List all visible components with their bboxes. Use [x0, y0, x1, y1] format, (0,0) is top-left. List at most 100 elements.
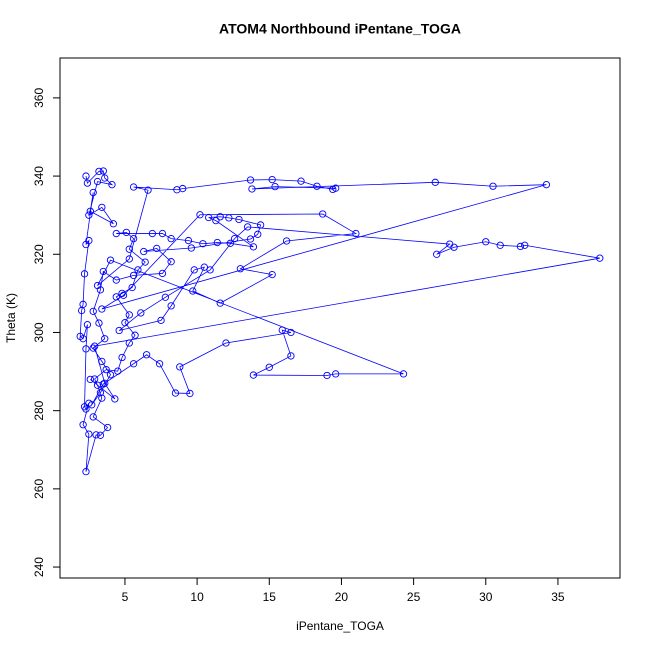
data-point [141, 258, 149, 266]
data-point [88, 401, 96, 409]
data-point [106, 371, 115, 379]
data-point [187, 244, 195, 252]
data-point [89, 188, 97, 197]
data-point [246, 235, 255, 243]
data-point [161, 293, 170, 301]
y-tick-label: 340 [32, 166, 46, 186]
data-point [323, 371, 331, 380]
y-tick-label: 260 [32, 479, 46, 499]
data-point [213, 238, 221, 247]
data-point [189, 287, 197, 295]
data-point [489, 182, 497, 190]
data-point [93, 177, 102, 186]
data-point [352, 229, 360, 238]
data-point [85, 430, 93, 438]
data-point [98, 203, 106, 212]
data-point [125, 255, 133, 263]
data-point [179, 184, 187, 193]
data-point [83, 320, 92, 329]
x-tick-label: 30 [479, 590, 493, 604]
x-tick-label: 10 [190, 590, 204, 604]
data-point [77, 306, 86, 315]
data-point [112, 276, 120, 284]
data-point [125, 245, 133, 253]
data-point [206, 266, 214, 274]
x-tick-label: 15 [263, 590, 277, 604]
data-point [200, 263, 208, 271]
data-point [125, 339, 133, 347]
data-point [222, 339, 230, 347]
data-point [99, 380, 107, 388]
data-point [134, 266, 142, 274]
data-point [167, 234, 175, 243]
data-point [216, 213, 224, 221]
data-point [103, 423, 112, 432]
x-axis-label: iPentane_TOGA [296, 619, 384, 633]
data-point [99, 267, 107, 276]
data-point [98, 394, 106, 402]
data-point [96, 431, 105, 439]
data-point [216, 299, 224, 307]
data-point [86, 375, 94, 384]
data-point [225, 214, 233, 222]
data-point [287, 352, 295, 360]
data-point [98, 357, 106, 366]
data-point [268, 270, 276, 279]
data-point [205, 213, 213, 222]
data-point [158, 229, 167, 238]
data-point [596, 254, 604, 262]
data-point [542, 181, 551, 189]
data-point [93, 281, 102, 290]
x-tick-label: 5 [122, 590, 129, 604]
data-point [319, 210, 327, 218]
data-point [119, 291, 128, 299]
data-point [92, 431, 100, 439]
data-point [142, 351, 151, 359]
data-point [287, 328, 295, 337]
data-point [173, 186, 181, 194]
data-point [496, 241, 504, 249]
data-point [248, 185, 256, 193]
data-point [118, 289, 126, 298]
data-point [128, 283, 136, 292]
data-point [271, 182, 279, 191]
data-point [95, 319, 103, 327]
data-point [82, 468, 90, 476]
data-point [450, 243, 458, 251]
data-point [230, 234, 239, 243]
x-tick-label: 20 [335, 590, 349, 604]
data-point [121, 319, 129, 327]
data-point [190, 266, 198, 274]
data-point [158, 269, 167, 278]
data-point [89, 344, 97, 352]
data-point [112, 293, 120, 301]
data-point [186, 389, 194, 398]
data-point [125, 311, 133, 319]
data-point [129, 271, 138, 280]
data-point [137, 309, 145, 317]
data-point [431, 178, 439, 186]
data-point [297, 177, 305, 185]
data-point [148, 229, 157, 238]
y-tick-label: 360 [32, 88, 46, 108]
data-point [167, 302, 175, 310]
data-point [80, 270, 89, 278]
data-point [282, 237, 291, 245]
data-point [236, 265, 245, 273]
y-tick-label: 320 [32, 244, 46, 264]
data-point [399, 370, 408, 378]
data-point [249, 243, 258, 251]
data-point [313, 182, 321, 190]
data-point [111, 395, 119, 403]
data-point [101, 379, 109, 387]
data-point [521, 241, 529, 249]
data-point [268, 175, 276, 184]
data-point [79, 335, 87, 343]
data-point [131, 331, 139, 339]
data-point [516, 242, 525, 251]
data-point [254, 230, 262, 238]
data-point [212, 216, 220, 225]
data-point [278, 326, 286, 334]
data-point [96, 389, 105, 397]
x-tick-label: 35 [551, 590, 565, 604]
